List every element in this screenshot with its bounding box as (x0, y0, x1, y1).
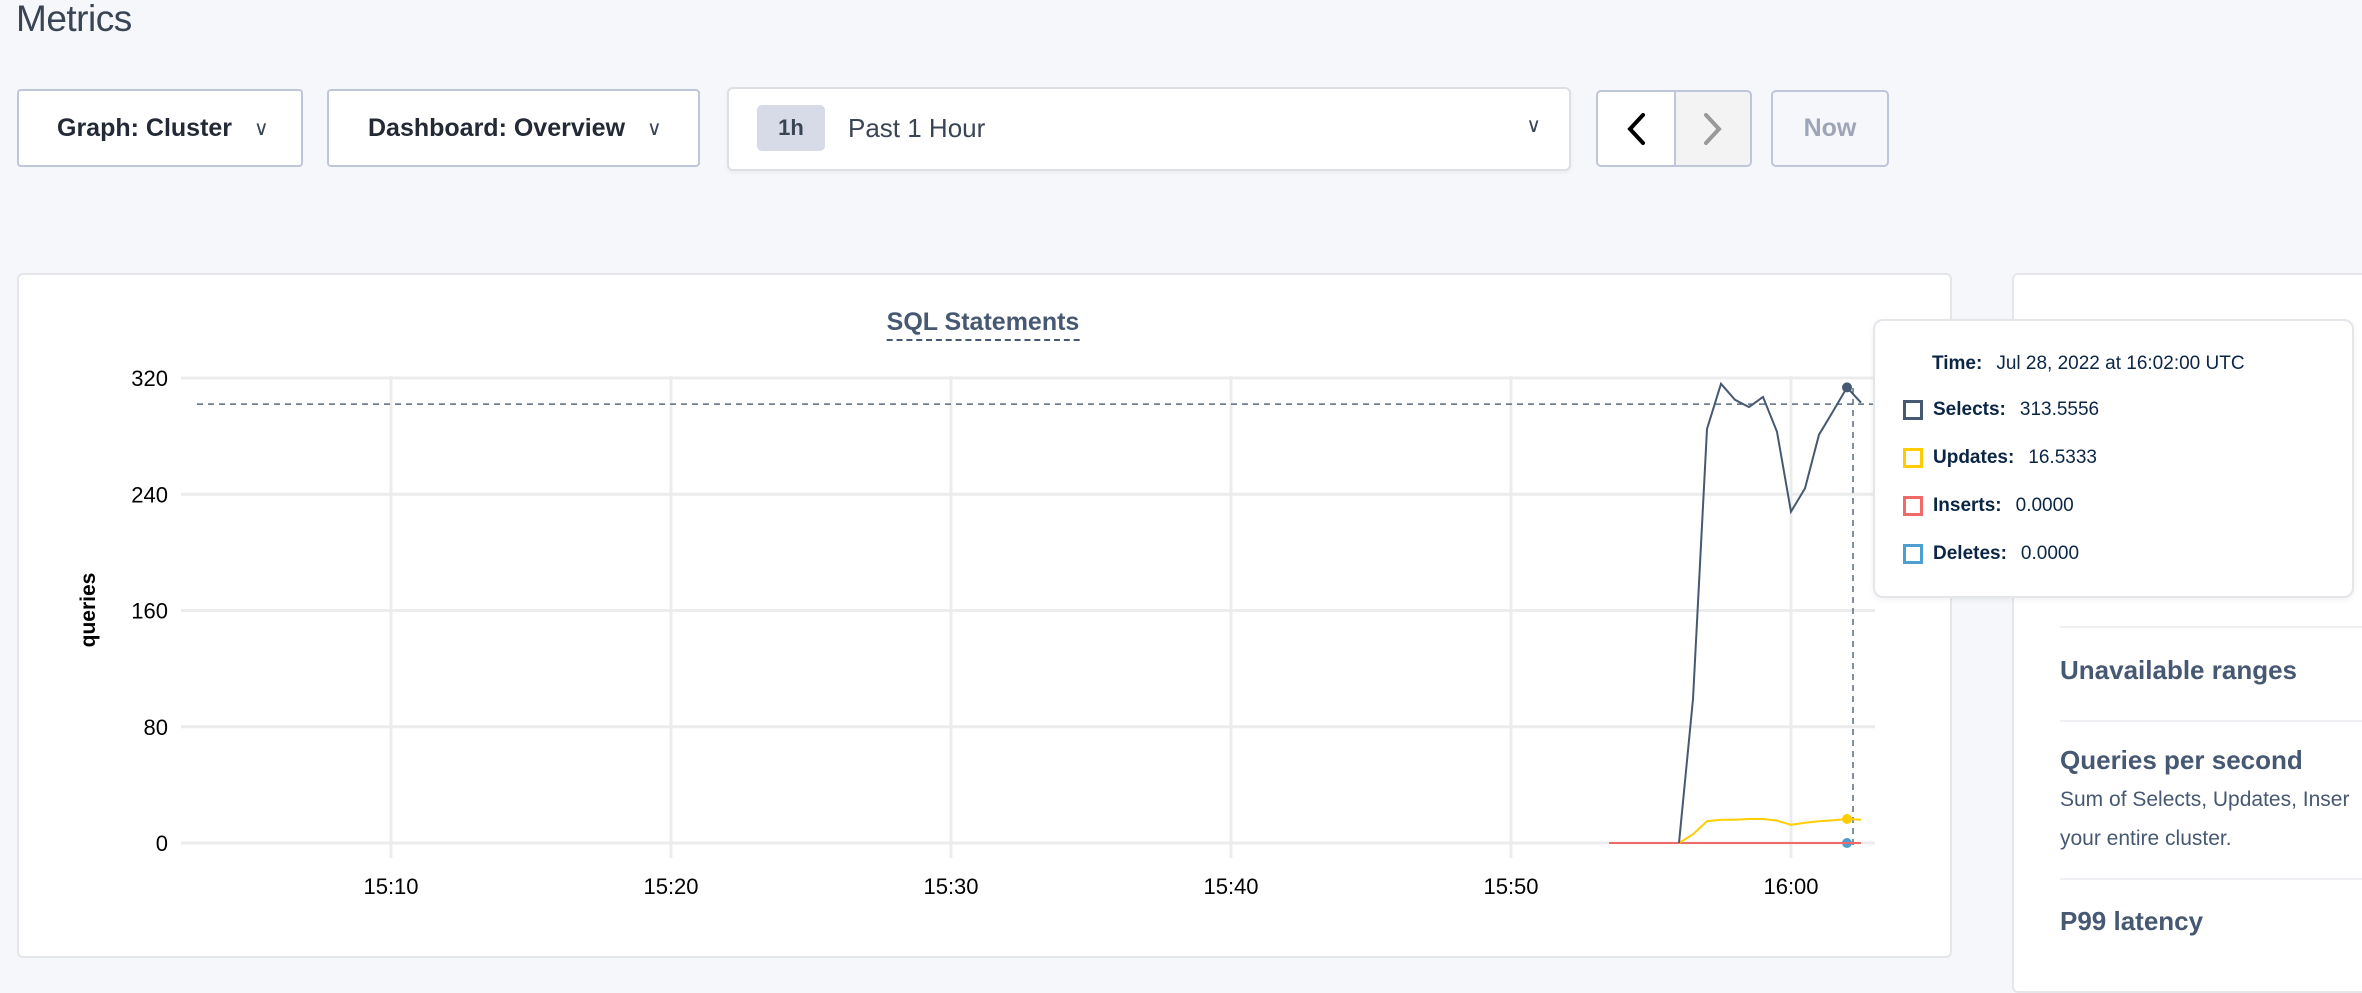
x-tick-label: 15:50 (1483, 874, 1538, 899)
chevron-down-icon: ∨ (254, 117, 269, 140)
chevron-left-icon (1627, 112, 1645, 145)
sql-statements-chart[interactable]: 0 80 160 240 320 15:10 15:20 15:30 15:40 15:50 16:… (0, 0, 1960, 966)
series-line-selects (1678, 381, 1862, 844)
divider (2060, 878, 2362, 880)
description-line: your entire cluster. (2060, 827, 2232, 850)
x-tick-label: 16:00 (1763, 874, 1818, 899)
time-range-selector[interactable]: 1h Past 1 Hour ∨ (727, 87, 1571, 171)
now-button[interactable]: Now (1771, 90, 1889, 167)
chevron-down-icon: ∨ (1526, 115, 1541, 137)
series-line-updates (1678, 817, 1862, 844)
time-range-label: Past 1 Hour (848, 113, 986, 143)
dashboard-dropdown-label: Dashboard: Overview (368, 113, 626, 142)
chart-title[interactable]: SQL Statements (886, 308, 1080, 341)
tooltip-row-deletes: Deletes: 0.0000 (1903, 543, 2079, 565)
time-range-badge: 1h (757, 105, 825, 151)
tooltip-time-label: Time: (1932, 353, 1983, 374)
tooltip-value: 0.0000 (2015, 495, 2074, 516)
description-line: Sum of Selects, Updates, Inser (2060, 788, 2350, 811)
chart-tooltip: Time: Jul 28, 2022 at 16:02:00 UTC Selec… (1873, 319, 2354, 598)
tooltip-value: 16.5333 (2028, 447, 2097, 468)
next-time-button[interactable] (1674, 90, 1752, 167)
tooltip-label: Selects: (1933, 399, 2006, 420)
tooltip-label: Updates: (1933, 447, 2015, 468)
divider (2060, 720, 2362, 722)
tooltip-row-updates: Updates: 16.5333 (1903, 447, 2097, 469)
tooltip-value: 0.0000 (2020, 543, 2080, 564)
tooltip-time-value: Jul 28, 2022 at 16:02:00 UTC (1996, 353, 2245, 374)
tooltip-row-selects: Selects: 313.5556 (1903, 399, 2099, 421)
tooltip-label: Deletes: (1933, 543, 2007, 564)
y-tick-label: 0 (156, 831, 168, 856)
y-axis-label: queries (77, 573, 100, 648)
graph-dropdown-label: Graph: Cluster (57, 113, 233, 142)
hover-point-selects (1842, 382, 1852, 393)
queries-per-second-description: Sum of Selects, Updates, Inser your enti… (2060, 780, 2349, 858)
x-tick-label: 15:40 (1203, 874, 1258, 899)
updates-swatch-icon (1903, 448, 1923, 468)
tooltip-time: Time: Jul 28, 2022 at 16:02:00 UTC (1932, 353, 2245, 375)
unavailable-ranges-heading: Unavailable ranges (2060, 655, 2297, 685)
tooltip-label: Inserts: (1933, 495, 2002, 516)
y-tick-label: 160 (131, 599, 168, 624)
y-tick-label: 80 (144, 715, 168, 740)
dashboard-dropdown[interactable]: Dashboard: Overview ∨ (327, 89, 700, 167)
graph-dropdown[interactable]: Graph: Cluster ∨ (17, 89, 303, 167)
hover-point-updates (1842, 813, 1852, 824)
queries-per-second-heading: Queries per second (2060, 745, 2303, 775)
chevron-right-icon (1704, 112, 1722, 145)
chevron-down-icon: ∨ (647, 117, 662, 140)
x-tick-label: 15:20 (643, 874, 698, 899)
y-tick-label: 320 (131, 366, 168, 391)
previous-time-button[interactable] (1596, 90, 1676, 167)
p99-latency-heading: P99 latency (2060, 906, 2204, 936)
deletes-swatch-icon (1903, 544, 1923, 564)
page-title: Metrics (16, 0, 132, 39)
tooltip-row-inserts: Inserts: 0.0000 (1903, 495, 2074, 517)
x-tick-label: 15:30 (923, 874, 978, 899)
inserts-swatch-icon (1903, 496, 1923, 516)
y-tick-label: 240 (131, 482, 168, 507)
tooltip-value: 313.5556 (2019, 399, 2100, 420)
x-tick-label: 15:10 (363, 874, 418, 899)
selects-swatch-icon (1903, 400, 1923, 420)
divider (2060, 626, 2362, 628)
